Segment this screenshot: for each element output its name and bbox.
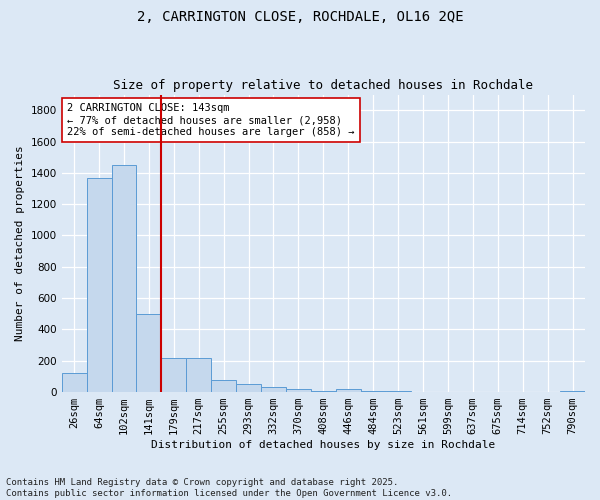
Y-axis label: Number of detached properties: Number of detached properties	[15, 146, 25, 341]
Bar	[286, 389, 311, 392]
Title: Size of property relative to detached houses in Rochdale: Size of property relative to detached ho…	[113, 79, 533, 92]
Bar	[211, 380, 236, 392]
Text: 2 CARRINGTON CLOSE: 143sqm
← 77% of detached houses are smaller (2,958)
22% of s: 2 CARRINGTON CLOSE: 143sqm ← 77% of deta…	[67, 104, 355, 136]
Text: Contains HM Land Registry data © Crown copyright and database right 2025.
Contai: Contains HM Land Registry data © Crown c…	[6, 478, 452, 498]
Bar	[236, 384, 261, 392]
Bar	[62, 374, 86, 392]
Bar	[112, 165, 136, 392]
Bar	[261, 388, 286, 392]
Text: 2, CARRINGTON CLOSE, ROCHDALE, OL16 2QE: 2, CARRINGTON CLOSE, ROCHDALE, OL16 2QE	[137, 10, 463, 24]
X-axis label: Distribution of detached houses by size in Rochdale: Distribution of detached houses by size …	[151, 440, 496, 450]
Bar	[186, 358, 211, 392]
Bar	[136, 314, 161, 392]
Bar	[336, 389, 361, 392]
Bar	[86, 178, 112, 392]
Bar	[161, 358, 186, 392]
